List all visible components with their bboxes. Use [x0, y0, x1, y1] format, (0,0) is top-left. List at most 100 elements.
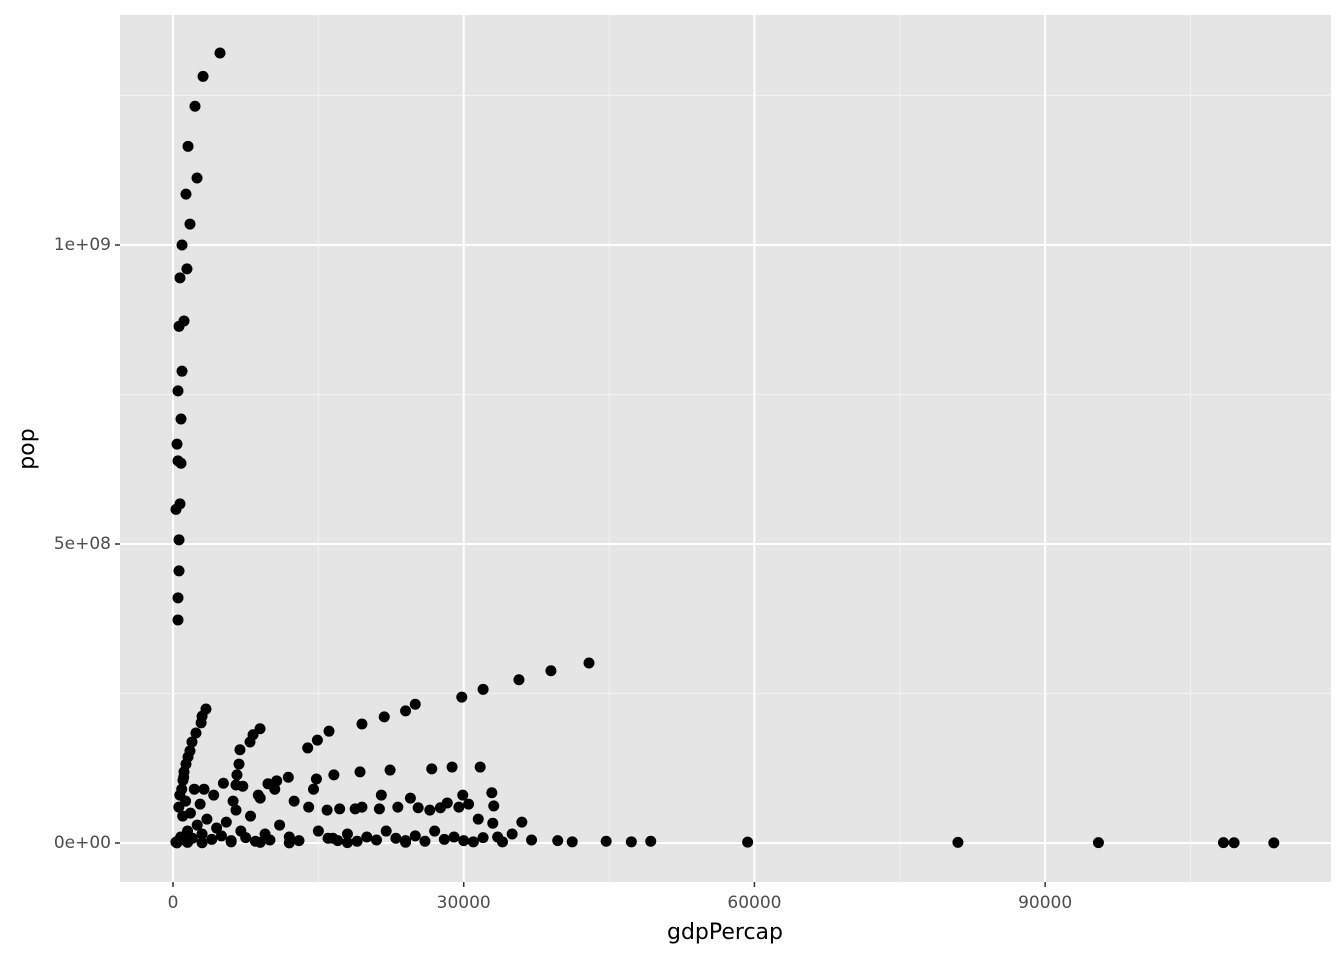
point	[472, 813, 484, 825]
point	[409, 830, 421, 842]
point	[378, 711, 390, 723]
point	[196, 828, 208, 840]
point	[245, 810, 257, 822]
point	[282, 771, 294, 783]
point	[323, 725, 335, 737]
point	[513, 674, 525, 686]
point	[252, 789, 264, 801]
point	[334, 803, 346, 815]
x-axis-title: gdpPercap	[667, 920, 783, 945]
point	[195, 717, 207, 729]
point	[488, 800, 500, 812]
point	[438, 833, 450, 845]
point	[467, 836, 479, 848]
point	[341, 828, 353, 840]
point	[1228, 837, 1240, 849]
point	[230, 804, 242, 816]
point	[182, 836, 194, 848]
point	[274, 819, 286, 831]
point	[182, 140, 194, 152]
point	[184, 218, 196, 230]
x-tick-label: 90000	[1018, 893, 1072, 913]
point	[176, 239, 188, 251]
point	[477, 683, 489, 695]
point	[172, 592, 184, 604]
point	[288, 795, 300, 807]
point	[1268, 837, 1280, 849]
point	[526, 834, 538, 846]
point	[201, 813, 213, 825]
point	[175, 457, 187, 469]
point	[264, 834, 276, 846]
point	[373, 803, 385, 815]
point	[742, 836, 754, 848]
point	[188, 783, 200, 795]
point	[380, 825, 392, 837]
point	[356, 718, 368, 730]
point	[351, 835, 363, 847]
point	[321, 804, 333, 816]
point	[1217, 837, 1229, 849]
point	[176, 783, 188, 795]
point	[392, 801, 404, 813]
point	[234, 744, 246, 756]
point	[552, 835, 564, 847]
point	[175, 413, 187, 425]
point	[446, 761, 458, 773]
point	[404, 792, 416, 804]
point	[303, 801, 315, 813]
point	[419, 835, 431, 847]
point	[227, 795, 239, 807]
point	[189, 100, 201, 112]
point	[424, 804, 436, 816]
x-tick-label: 60000	[727, 893, 781, 913]
point	[311, 734, 323, 746]
point	[269, 783, 281, 795]
point	[516, 816, 528, 828]
point	[486, 787, 498, 799]
point	[237, 780, 249, 792]
point	[448, 831, 460, 843]
y-axis-title: pop	[15, 428, 40, 469]
point	[217, 777, 229, 789]
point	[310, 773, 322, 785]
point	[240, 832, 252, 844]
point	[173, 320, 185, 332]
point	[371, 834, 383, 846]
y-tick-label: 5e+08	[54, 534, 111, 554]
point	[952, 836, 964, 848]
point	[178, 771, 190, 783]
point	[356, 801, 368, 813]
point	[172, 385, 184, 397]
point	[457, 789, 469, 801]
point	[208, 789, 220, 801]
point	[328, 769, 340, 781]
point	[375, 789, 387, 801]
point	[181, 263, 193, 275]
point	[191, 172, 203, 184]
x-tick-label: 30000	[437, 893, 491, 913]
point	[566, 836, 578, 848]
point	[400, 836, 412, 848]
point	[434, 802, 446, 814]
panel	[120, 15, 1331, 882]
point	[214, 47, 226, 59]
point	[197, 70, 209, 82]
point	[625, 836, 637, 848]
point	[215, 830, 227, 842]
point	[474, 761, 486, 773]
point	[206, 833, 218, 845]
point	[312, 825, 324, 837]
point	[172, 614, 184, 626]
point	[194, 798, 206, 810]
point	[453, 801, 465, 813]
point	[600, 835, 612, 847]
point	[176, 365, 188, 377]
point	[244, 736, 256, 748]
point	[456, 691, 468, 703]
point	[283, 837, 295, 849]
point	[173, 534, 185, 546]
point	[225, 836, 237, 848]
point	[487, 817, 499, 829]
